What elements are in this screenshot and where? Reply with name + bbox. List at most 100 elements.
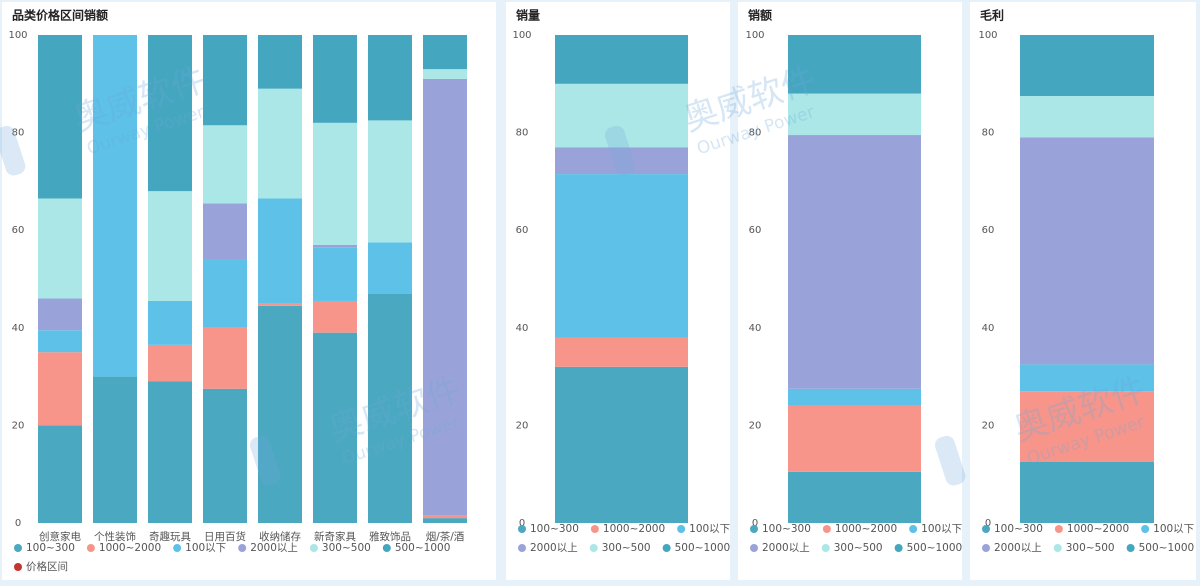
legend-label: 100~300 [26,542,75,554]
legend-label: 2000以上 [762,542,810,554]
bar-segment [148,300,192,345]
bar-segment [38,425,82,523]
bar-segment [555,337,688,367]
bar-segment [203,125,247,204]
bar-segment [788,93,921,136]
legend-item: 300~500 [1053,542,1115,554]
bar-segment [38,35,82,199]
watermark-logo [249,435,281,486]
legend-label: 100以下 [1153,523,1194,535]
bar-segment [313,122,357,245]
legend-item: 1000~2000 [1054,523,1129,535]
legend-marker [894,544,903,552]
bar-segment [423,35,467,70]
bar-segment [258,303,302,306]
legend-item: 300~500 [309,542,371,554]
bar-segment [1020,462,1154,523]
bar-segment [788,35,921,94]
legend-item: 100~300 [518,523,579,535]
bar-segment [93,376,137,523]
legend-marker [750,544,758,552]
legend-marker [86,544,95,552]
legend-item: 2000以上 [750,542,810,554]
chart-title: 品类价格区间销额 [12,8,108,23]
legend-marker [677,525,686,533]
legend-item: 2000以上 [982,542,1042,554]
bar-segment [555,83,688,148]
legend-marker [1054,525,1063,533]
legend-label: 500~1000 [1139,542,1195,554]
legend-marker [14,563,22,571]
watermark-logo [934,435,966,486]
bar-segment [368,120,412,243]
bar-segment [423,518,467,523]
bar-segment [788,471,921,523]
bar-segment [555,366,688,523]
panel [2,2,496,580]
legend-item: 100~300 [982,523,1043,535]
legend-marker [590,525,599,533]
legend-marker [821,544,830,552]
legend-label: 500~1000 [675,542,731,554]
legend-label: 1000~2000 [99,542,161,554]
legend-marker [14,544,22,552]
bar-segment [203,388,247,523]
y-tick-label: 80 [982,128,995,139]
bar-segment [788,405,921,472]
legend-label: 100~300 [994,523,1043,535]
bar-segment [313,247,357,301]
bar-segment [313,300,357,333]
legend-marker [238,544,247,552]
legend-item: 100以下 [1141,523,1194,535]
chart-title: 销额 [748,8,772,23]
chart-title: 销量 [516,8,540,23]
y-tick-label: 100 [978,30,997,41]
legend-label: 300~500 [834,542,883,554]
legend-item: 300~500 [821,542,883,554]
bar-segment [203,327,247,389]
legend-marker [382,544,391,552]
y-tick-label: 20 [982,420,995,431]
y-tick-label: 40 [749,323,762,334]
legend-item: 500~1000 [894,542,962,554]
y-tick-label: 100 [745,30,764,41]
bar-segment [203,203,247,260]
y-tick-label: 0 [752,518,758,529]
legend-label: 100~300 [530,523,579,535]
legend-marker [822,525,831,533]
bar-segment [258,305,302,523]
y-tick-label: 0 [519,518,525,529]
bar-segment [258,88,302,199]
bar-segment [368,293,412,523]
legend-item: 100以下 [677,523,730,535]
y-tick-label: 60 [749,225,762,236]
x-tick-label: 烟/茶/酒 [426,530,465,543]
bar-segment [148,35,192,192]
legend-marker [662,544,671,552]
legend-marker [173,544,182,552]
y-tick-label: 40 [516,323,529,334]
legend-marker [909,525,918,533]
y-tick-label: 80 [749,128,762,139]
bar-segment [555,174,688,338]
legend-item: 1000~2000 [822,523,897,535]
y-tick-label: 80 [12,128,25,139]
y-tick-label: 100 [512,30,531,41]
bar-segment [38,298,82,331]
bar-segment [148,191,192,301]
bar-segment [258,35,302,89]
legend-label: 100~300 [762,523,811,535]
legend-label: 100以下 [689,523,730,535]
legend-item: 1000~2000 [86,542,161,554]
bar-segment [313,332,357,523]
legend-item: 2000以上 [238,542,298,554]
bar-segment [1020,364,1154,392]
bar-segment [423,515,467,519]
legend-item: 100以下 [909,523,962,535]
legend-marker [589,544,598,552]
bar-segment [1020,35,1154,96]
legend-marker [1053,544,1062,552]
legend-label: 100以下 [921,523,962,535]
chart-title: 毛利 [980,8,1004,23]
